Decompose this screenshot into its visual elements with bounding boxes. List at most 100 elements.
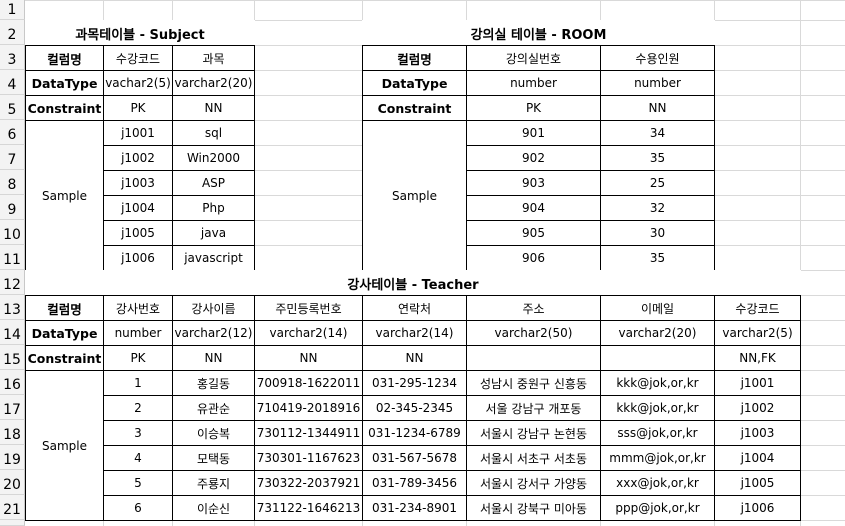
table-row-cell[interactable]: 02-345-2345 [362,395,467,421]
row-header[interactable]: 11 [0,245,25,270]
table-row-cell[interactable]: j1004 [714,445,801,471]
table-row-cell[interactable]: 서울 강남구 개포동 [466,395,601,421]
row-header[interactable]: 16 [0,370,25,395]
table-row-cell[interactable]: j1006 [714,495,801,521]
row-header[interactable]: 19 [0,445,25,470]
table-row-cell[interactable]: 903 [466,170,601,196]
row-header[interactable]: 4 [0,70,25,95]
table-row-cell[interactable]: mmm@jok,or,kr [600,445,715,471]
datatype-cell[interactable]: vachar2(5) [103,70,173,96]
row-header[interactable]: 1 [0,0,25,20]
table-row-cell[interactable]: javascript [172,245,255,271]
table-row-cell[interactable]: Php [172,195,255,221]
sample-label[interactable]: Sample [25,120,104,271]
table-row-cell[interactable]: kkk@jok,or,kr [600,395,715,421]
datatype-cell[interactable]: DataType [25,70,104,96]
table-row-cell[interactable]: j1006 [103,245,173,271]
datatype-cell[interactable]: varchar2(14) [362,320,467,346]
constraint-cell[interactable]: Constraint [25,345,104,371]
column-header[interactable]: 주소 [466,295,601,321]
row-header[interactable]: 15 [0,345,25,370]
table-row-cell[interactable]: 32 [600,195,715,221]
table-row-cell[interactable]: 주룡지 [172,470,255,496]
datatype-cell[interactable]: number [103,320,173,346]
row-header[interactable]: 13 [0,295,25,320]
table-row-cell[interactable]: 34 [600,120,715,146]
table-row-cell[interactable]: j1001 [714,370,801,396]
column-header[interactable]: 강사이름 [172,295,255,321]
table-row-cell[interactable]: j1003 [103,170,173,196]
row-header[interactable]: 10 [0,220,25,245]
table-row-cell[interactable]: 35 [600,245,715,271]
table-row-cell[interactable]: 904 [466,195,601,221]
column-header[interactable]: 컬럼명 [25,295,104,321]
row-header[interactable]: 2 [0,20,25,45]
table-row-cell[interactable]: 서울시 서초구 서초동 [466,445,601,471]
table-row-cell[interactable]: 031-1234-6789 [362,420,467,446]
table-row-cell[interactable]: ASP [172,170,255,196]
table-row-cell[interactable]: 25 [600,170,715,196]
constraint-cell[interactable]: NN [600,95,715,121]
table-row-cell[interactable]: j1005 [103,220,173,246]
table-row-cell[interactable]: Win2000 [172,145,255,171]
table-row-cell[interactable]: sql [172,120,255,146]
constraint-cell[interactable]: PK [466,95,601,121]
constraint-cell[interactable] [600,345,715,371]
table-row-cell[interactable]: 710419-2018916 [254,395,363,421]
table-row-cell[interactable]: java [172,220,255,246]
table-row-cell[interactable]: 30 [600,220,715,246]
datatype-cell[interactable]: number [466,70,601,96]
column-header[interactable]: 수강코드 [103,45,173,71]
column-header[interactable]: 컬럼명 [362,45,467,71]
table-row-cell[interactable]: 서울시 강남구 논현동 [466,420,601,446]
datatype-cell[interactable]: varchar2(12) [172,320,255,346]
row-header[interactable]: 7 [0,145,25,170]
row-header[interactable]: 9 [0,195,25,220]
table-row-cell[interactable]: j1003 [714,420,801,446]
table-row-cell[interactable]: 906 [466,245,601,271]
table-row-cell[interactable]: 성남시 중원구 신흥동 [466,370,601,396]
column-header[interactable]: 과목 [172,45,255,71]
table-row-cell[interactable]: 5 [103,470,173,496]
table-row-cell[interactable]: 이순신 [172,495,255,521]
datatype-cell[interactable]: varchar2(20) [600,320,715,346]
table-row-cell[interactable]: 031-789-3456 [362,470,467,496]
table-row-cell[interactable]: 905 [466,220,601,246]
datatype-cell[interactable]: varchar2(14) [254,320,363,346]
table-row-cell[interactable]: 031-295-1234 [362,370,467,396]
row-header[interactable]: 21 [0,495,25,520]
row-header[interactable]: 8 [0,170,25,195]
table-row-cell[interactable]: 이승복 [172,420,255,446]
constraint-cell[interactable]: NN,FK [714,345,801,371]
table-row-cell[interactable]: 홍길동 [172,370,255,396]
datatype-cell[interactable]: varchar2(5) [714,320,801,346]
table-row-cell[interactable]: 1 [103,370,173,396]
table-row-cell[interactable]: xxx@jok,or,kr [600,470,715,496]
table-row-cell[interactable]: 902 [466,145,601,171]
table-row-cell[interactable]: kkk@jok,or,kr [600,370,715,396]
datatype-cell[interactable]: varchar2(50) [466,320,601,346]
table-row-cell[interactable]: j1001 [103,120,173,146]
column-header[interactable]: 컬럼명 [25,45,104,71]
column-header[interactable]: 연락처 [362,295,467,321]
sample-label[interactable]: Sample [362,120,467,271]
table-row-cell[interactable]: ppp@jok,or,kr [600,495,715,521]
row-header[interactable]: 5 [0,95,25,120]
table-row-cell[interactable]: 031-567-5678 [362,445,467,471]
table-row-cell[interactable]: 서울시 강북구 미아동 [466,495,601,521]
table-row-cell[interactable]: 4 [103,445,173,471]
row-header[interactable]: 20 [0,470,25,495]
table-row-cell[interactable]: 모택동 [172,445,255,471]
constraint-cell[interactable]: NN [362,345,467,371]
sample-label[interactable]: Sample [25,370,104,521]
table-row-cell[interactable]: 유관순 [172,395,255,421]
constraint-cell[interactable]: NN [172,345,255,371]
constraint-cell[interactable]: Constraint [25,95,104,121]
table-row-cell[interactable]: 730112-1344911 [254,420,363,446]
constraint-cell[interactable]: Constraint [362,95,467,121]
table-row-cell[interactable]: j1004 [103,195,173,221]
table-row-cell[interactable]: 031-234-8901 [362,495,467,521]
table-row-cell[interactable]: 3 [103,420,173,446]
constraint-cell[interactable]: PK [103,95,173,121]
column-header[interactable]: 강사번호 [103,295,173,321]
